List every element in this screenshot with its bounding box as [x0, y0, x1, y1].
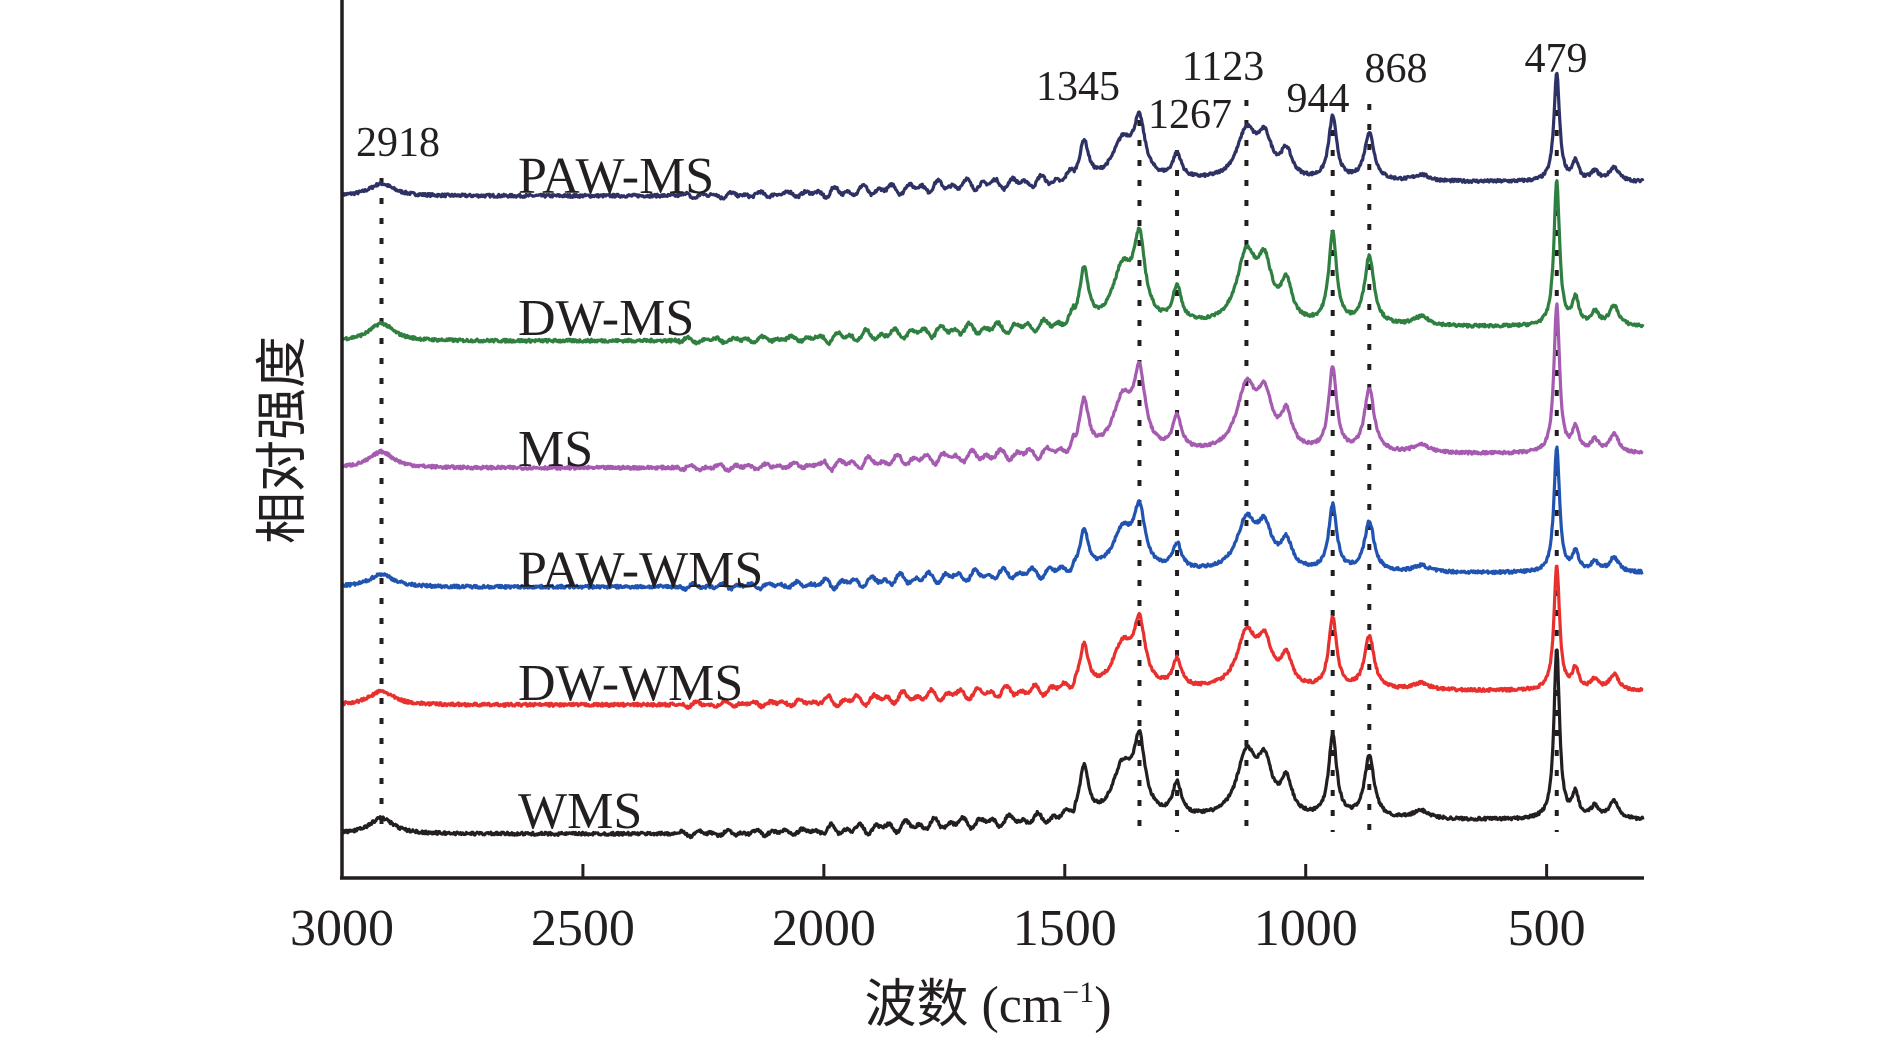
series-line-paw-ms — [340, 71, 1645, 201]
series-label: MS — [518, 421, 593, 478]
series-label: PAW-MS — [518, 148, 714, 205]
x-tick-label: 1500 — [1013, 900, 1117, 957]
series-label: WMS — [518, 783, 642, 840]
peak-label: 868 — [1365, 46, 1428, 92]
series-line-wms — [340, 648, 1645, 840]
series-line-dw-ms — [340, 179, 1645, 346]
x-ticks: 3000 2500 2000 1500 1000 500 — [290, 864, 1586, 957]
x-axis-title: 波数 (cm−1) — [864, 976, 1111, 1034]
peak-label: 944 — [1287, 76, 1350, 122]
series-lines — [340, 71, 1645, 840]
peak-label: 479 — [1525, 36, 1588, 82]
peak-label: 2918 — [356, 120, 440, 166]
x-tick-label: 2500 — [531, 900, 635, 957]
x-tick-label: 2000 — [772, 900, 876, 957]
peak-label: 1123 — [1182, 44, 1264, 90]
peak-label: 1267 — [1148, 92, 1232, 138]
series-line-paw-wms — [341, 445, 1644, 592]
x-tick-label: 1000 — [1254, 900, 1358, 957]
series-line-ms — [340, 302, 1644, 474]
series-label: DW-MS — [518, 290, 694, 347]
series-labels: PAW-MS DW-MS MS PAW-WMS DW-WMS WMS — [518, 148, 763, 840]
x-axis-title-superscript: −1 — [1062, 976, 1094, 1009]
series-label: DW-WMS — [518, 655, 743, 712]
x-tick-label: 500 — [1508, 900, 1586, 957]
x-tick-label: 3000 — [290, 900, 394, 957]
peak-marker-lines — [379, 90, 1559, 832]
series-line-dw-wms — [341, 564, 1644, 710]
series-label: PAW-WMS — [518, 542, 763, 599]
peak-label: 1345 — [1036, 64, 1120, 110]
y-axis-title: 相对强度 — [255, 336, 312, 544]
